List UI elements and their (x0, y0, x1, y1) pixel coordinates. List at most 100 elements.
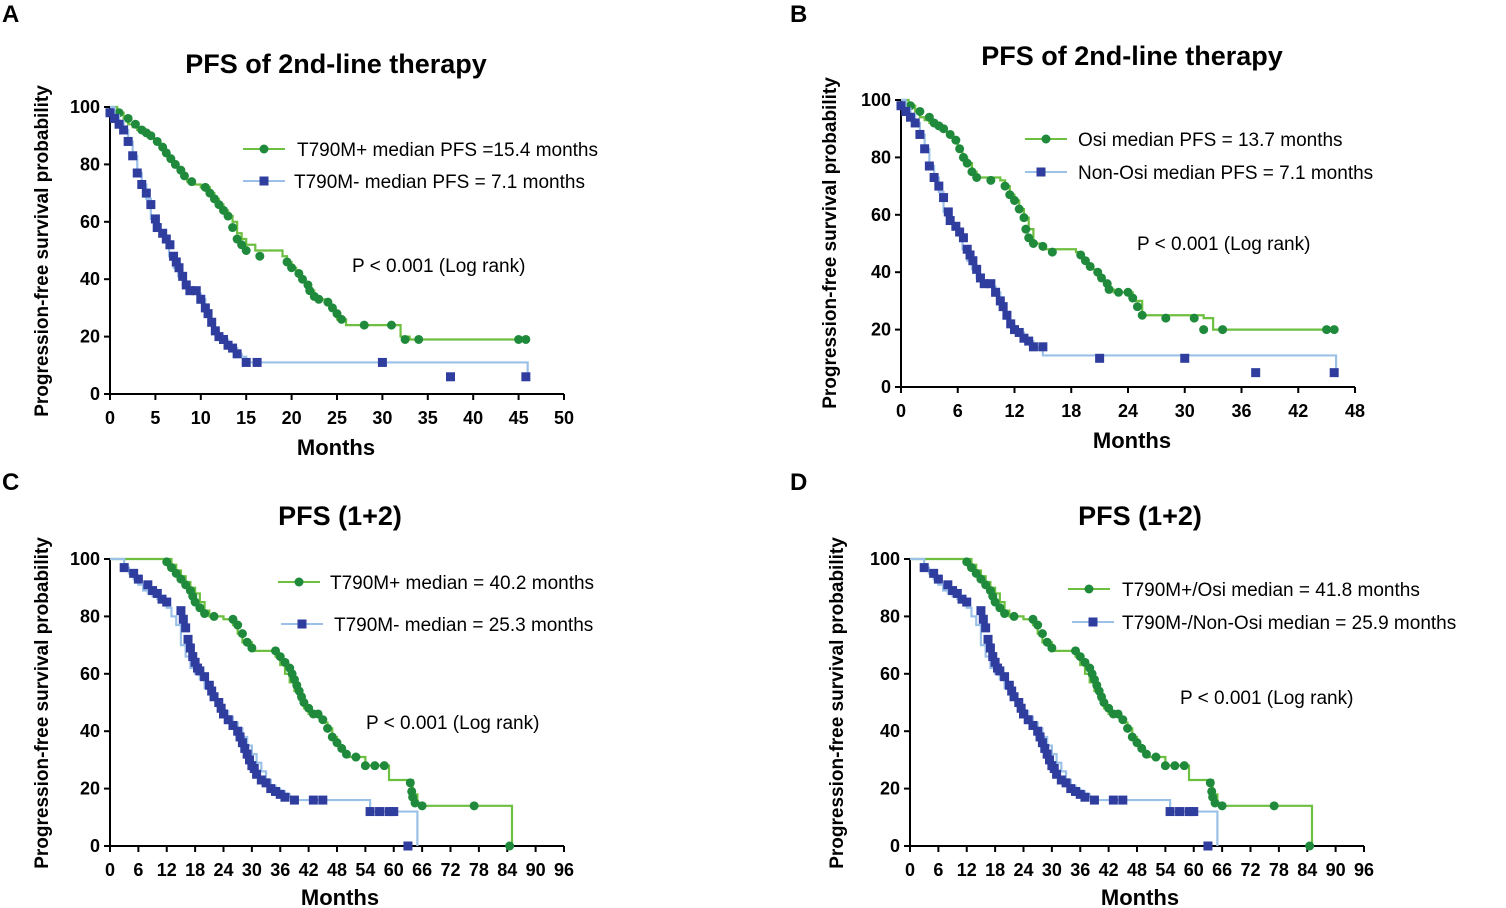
panel-b-blue-marker (1014, 327, 1024, 337)
panel-d-blue-curve (910, 557, 1219, 846)
panel-a-y-tick-label: 20 (80, 327, 100, 347)
panel-d-blue-marker (978, 614, 988, 624)
panel-b-x-tick-label: 24 (1118, 401, 1138, 421)
panel-b-green-marker (1028, 239, 1038, 248)
panel-a-blue-marker (150, 214, 160, 224)
panel-b-green-marker (1329, 325, 1339, 335)
panel-a-blue-marker (207, 317, 217, 327)
panel-a-legend-marker-green (259, 144, 269, 154)
panel-a-green-marker (255, 251, 265, 261)
panel-d-legend-label-green: T790M+/Osi median = 41.8 months (1122, 580, 1420, 601)
panel-c-x-tick-label: 30 (242, 860, 262, 880)
panel-b-blue-marker (945, 216, 955, 226)
panel-a-x-tick-label: 35 (418, 408, 438, 428)
panel-a-y-tick-label: 60 (80, 212, 100, 232)
panel-a-green-marker (359, 320, 369, 330)
panel-c-title: PFS (1+2) (278, 501, 402, 531)
panel-a-blue-marker (152, 223, 162, 233)
panel-d-x-tick-label: 72 (1240, 860, 1260, 880)
panel-c-blue-marker (209, 692, 219, 702)
panel-b-green-marker (1218, 325, 1228, 335)
panel-a-y-tick-label: 80 (80, 154, 100, 174)
panel-d-blue-marker (1014, 698, 1024, 707)
panel-c-green-marker (351, 752, 361, 762)
panel-a-blue-marker (200, 303, 210, 313)
panel-c-blue-marker (261, 778, 271, 788)
panel-d-blue-marker (943, 580, 953, 590)
panel-b-y-tick-label: 20 (871, 320, 891, 340)
panel-b-green-marker (955, 144, 965, 154)
panel-c-legend-label-green: T790M+ median = 40.2 months (330, 573, 594, 594)
panel-d-blue-marker (948, 586, 958, 596)
panel-d-legend-marker-blue (1088, 617, 1098, 627)
panel-a-blue-marker (377, 357, 387, 367)
panel-c-green-marker (247, 643, 257, 653)
panel-d-y-tick-label: 80 (880, 606, 900, 626)
panel-d-y-tick-label: 20 (880, 779, 900, 799)
panel-d: D PFS (1+2) Progression-free survival pr… (790, 469, 1456, 908)
panel-b-green-marker (1038, 241, 1048, 251)
panel-a-blue-marker (174, 263, 184, 273)
panel-d-blue-marker (1042, 749, 1052, 759)
panel-b-legend-label-green: Osi median PFS = 13.7 months (1078, 130, 1343, 151)
panel-b-green-marker (1132, 302, 1142, 312)
panel-c-green-marker (379, 761, 389, 771)
panel-b-blue-marker (924, 161, 934, 171)
panel-b-x-tick-label: 6 (953, 401, 963, 421)
panel-a-x-tick-label: 50 (554, 408, 574, 428)
panel-b-blue-marker (1095, 353, 1105, 363)
panel-c-blue-marker (178, 614, 188, 624)
panel-b-x-tick-label: 42 (1288, 401, 1308, 421)
panel-c-blue-marker (183, 634, 193, 644)
panel-d-green-marker (1151, 752, 1161, 762)
panel-c-blue-marker (375, 807, 385, 817)
panel-d-blue-marker (1037, 738, 1047, 748)
panel-a-x-tick-label: 0 (105, 408, 115, 428)
panel-d-blue-marker (957, 594, 967, 604)
panel-c-x-tick-label: 54 (355, 860, 375, 880)
panel-c-blue-marker (271, 786, 281, 796)
panel-d-x-tick-label: 84 (1297, 860, 1317, 880)
panel-a-blue-marker (203, 309, 213, 319)
panel-b-blue-marker (1002, 310, 1012, 320)
panel-a-blue-marker (169, 251, 179, 261)
panel-b-blue-marker (972, 264, 982, 274)
panel-b-blue-marker (986, 279, 996, 289)
panel-c-y-tick-label: 20 (80, 779, 100, 799)
panel-d-x-tick-label: 18 (985, 860, 1005, 880)
panel-b-x-tick-label: 30 (1175, 401, 1195, 421)
panel-c-green-marker (417, 801, 427, 811)
panel-a-green-marker (170, 159, 180, 169)
panel-a-blue-marker (214, 332, 224, 342)
panel-a-legend-marker-blue (259, 176, 269, 186)
panel-c-green-marker (209, 611, 219, 621)
panel-b-blue-marker (991, 287, 1001, 297)
panel-a-blue-marker (232, 349, 242, 359)
panel-c-legend-label-blue: T790M- median = 25.3 months (334, 615, 593, 636)
panel-d-x-tick-label: 42 (1099, 860, 1119, 880)
panel-a-blue-marker (114, 119, 124, 129)
panel-d-blue-marker (1108, 795, 1118, 805)
panel-c-y-tick-label: 100 (70, 549, 100, 569)
panel-d-green-marker (1000, 609, 1010, 619)
panel-c-x-tick-label: 36 (270, 860, 290, 880)
panel-b-green-marker (939, 124, 949, 134)
panel-a-blue-marker (158, 228, 168, 238)
panel-a-blue-marker (223, 340, 233, 350)
panel-a-blue-marker (252, 357, 262, 367)
panel-d-y-tick-label: 0 (890, 836, 900, 856)
panel-b: B PFS of 2nd-line therapy Progression-fr… (790, 1, 1373, 453)
panel-d-blue-marker (995, 666, 1005, 676)
panel-a-green-marker (187, 177, 197, 187)
panel-b-green-marker (1114, 287, 1124, 297)
panel-d-blue-marker (1118, 795, 1128, 805)
panel-a-blue-marker (196, 294, 206, 304)
panel-b-blue-marker (951, 221, 961, 231)
panel-a-green-marker (386, 320, 396, 330)
panel-a-green-marker (314, 294, 324, 304)
panel-a-blue-marker (123, 136, 133, 146)
panel-d-blue-marker (983, 634, 993, 644)
panel-b-blue-marker (939, 193, 949, 203)
panel-b-green-marker (1047, 247, 1057, 257)
